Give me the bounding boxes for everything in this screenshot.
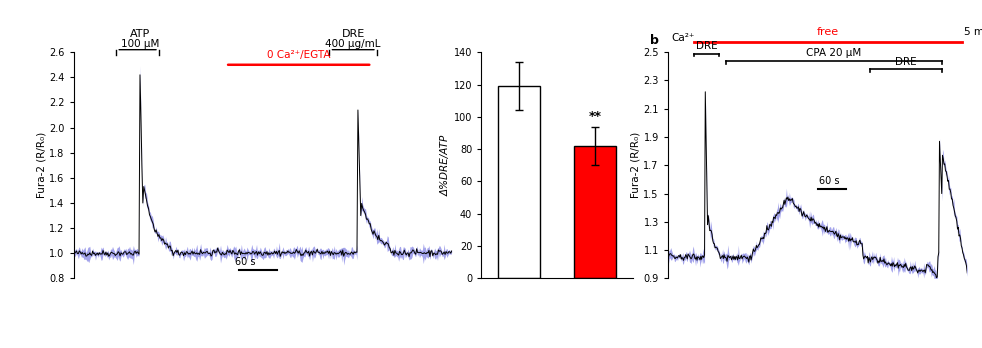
- Text: 100 μM: 100 μM: [121, 39, 159, 49]
- Bar: [498, 86, 540, 278]
- Text: 0 Ca²⁺/EGTA: 0 Ca²⁺/EGTA: [267, 50, 330, 61]
- Text: ATP: ATP: [130, 29, 150, 39]
- Text: CPA 20 μM: CPA 20 μM: [806, 48, 861, 58]
- Text: **: **: [589, 110, 602, 123]
- Text: DRE: DRE: [342, 29, 364, 39]
- Text: 60 s: 60 s: [819, 176, 840, 186]
- Text: free: free: [817, 27, 839, 37]
- Text: DRE: DRE: [896, 57, 917, 67]
- Text: 400 μg/mL: 400 μg/mL: [325, 39, 381, 49]
- Text: 60 s: 60 s: [235, 256, 255, 267]
- Y-axis label: Δ%DRE/ATP: Δ%DRE/ATP: [441, 135, 451, 196]
- Y-axis label: Fura-2 (R/R₀): Fura-2 (R/R₀): [630, 132, 640, 198]
- Text: DRE: DRE: [695, 41, 717, 52]
- Text: Ca²⁺: Ca²⁺: [672, 33, 695, 43]
- Y-axis label: Fura-2 (R/R₀): Fura-2 (R/R₀): [36, 132, 46, 198]
- Text: 5 mM: 5 mM: [963, 27, 982, 37]
- Text: b: b: [650, 34, 659, 47]
- Bar: [574, 146, 617, 278]
